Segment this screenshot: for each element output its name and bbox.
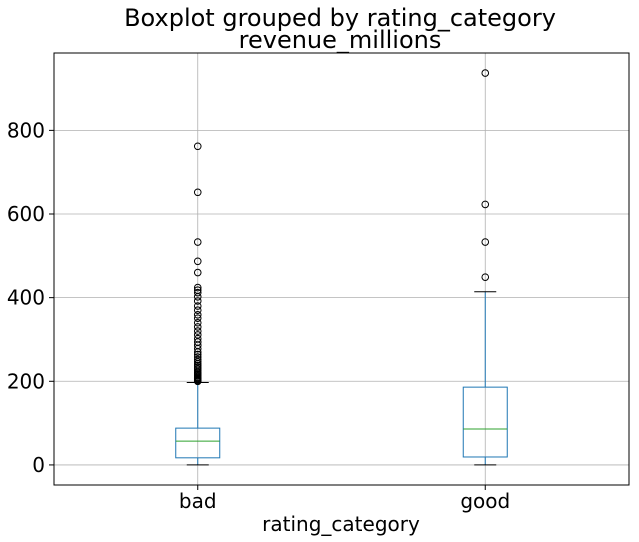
outlier-point xyxy=(193,338,202,346)
plot-frame xyxy=(53,52,630,486)
outlier-point xyxy=(193,355,202,364)
y-ticks-layer: 0 200 400 600 800 xyxy=(7,118,54,477)
x-tick-label: bad xyxy=(179,489,217,513)
chart-title: Boxplot grouped by rating_category xyxy=(124,4,556,32)
y-tick-label: 200 xyxy=(7,369,45,393)
y-tick-label: 0 xyxy=(32,453,45,477)
iqr-box xyxy=(462,386,508,458)
outlier-point xyxy=(193,302,202,310)
outlier-point xyxy=(481,238,490,246)
outlier-point xyxy=(193,283,202,292)
outlier-point xyxy=(193,353,202,361)
outlier-point xyxy=(193,334,202,343)
boxes-layer xyxy=(175,69,508,466)
x-tick-label: good xyxy=(460,489,510,513)
outlier-point xyxy=(193,268,202,277)
outlier-point xyxy=(193,314,202,322)
box-good xyxy=(462,69,508,466)
outlier-point xyxy=(193,288,202,297)
outlier-point xyxy=(193,238,202,246)
box-bad xyxy=(175,142,221,466)
outlier-point xyxy=(193,357,202,366)
outlier-point xyxy=(193,323,202,331)
y-tick-label: 400 xyxy=(7,286,45,310)
grid-layer xyxy=(54,53,629,485)
iqr-box xyxy=(175,427,221,459)
y-tick-label: 800 xyxy=(7,118,45,142)
outlier-point xyxy=(193,331,202,339)
outlier-point xyxy=(193,297,202,305)
outlier-point xyxy=(193,327,202,335)
outlier-point xyxy=(481,200,490,209)
outlier-point xyxy=(193,188,202,197)
x-axis-label: rating_category xyxy=(262,512,420,536)
outlier-point xyxy=(193,257,202,266)
chart-subtitle: revenue_millions xyxy=(239,26,442,54)
outlier-point xyxy=(193,310,202,319)
x-ticks-layer: bad good xyxy=(179,485,510,513)
outlier-point xyxy=(193,318,202,327)
outlier-point xyxy=(193,306,202,314)
outlier-point xyxy=(193,286,202,294)
outlier-point xyxy=(481,69,490,77)
outlier-point xyxy=(481,273,490,281)
outlier-point xyxy=(193,350,202,359)
y-tick-label: 600 xyxy=(7,202,45,226)
outlier-point xyxy=(193,142,202,151)
